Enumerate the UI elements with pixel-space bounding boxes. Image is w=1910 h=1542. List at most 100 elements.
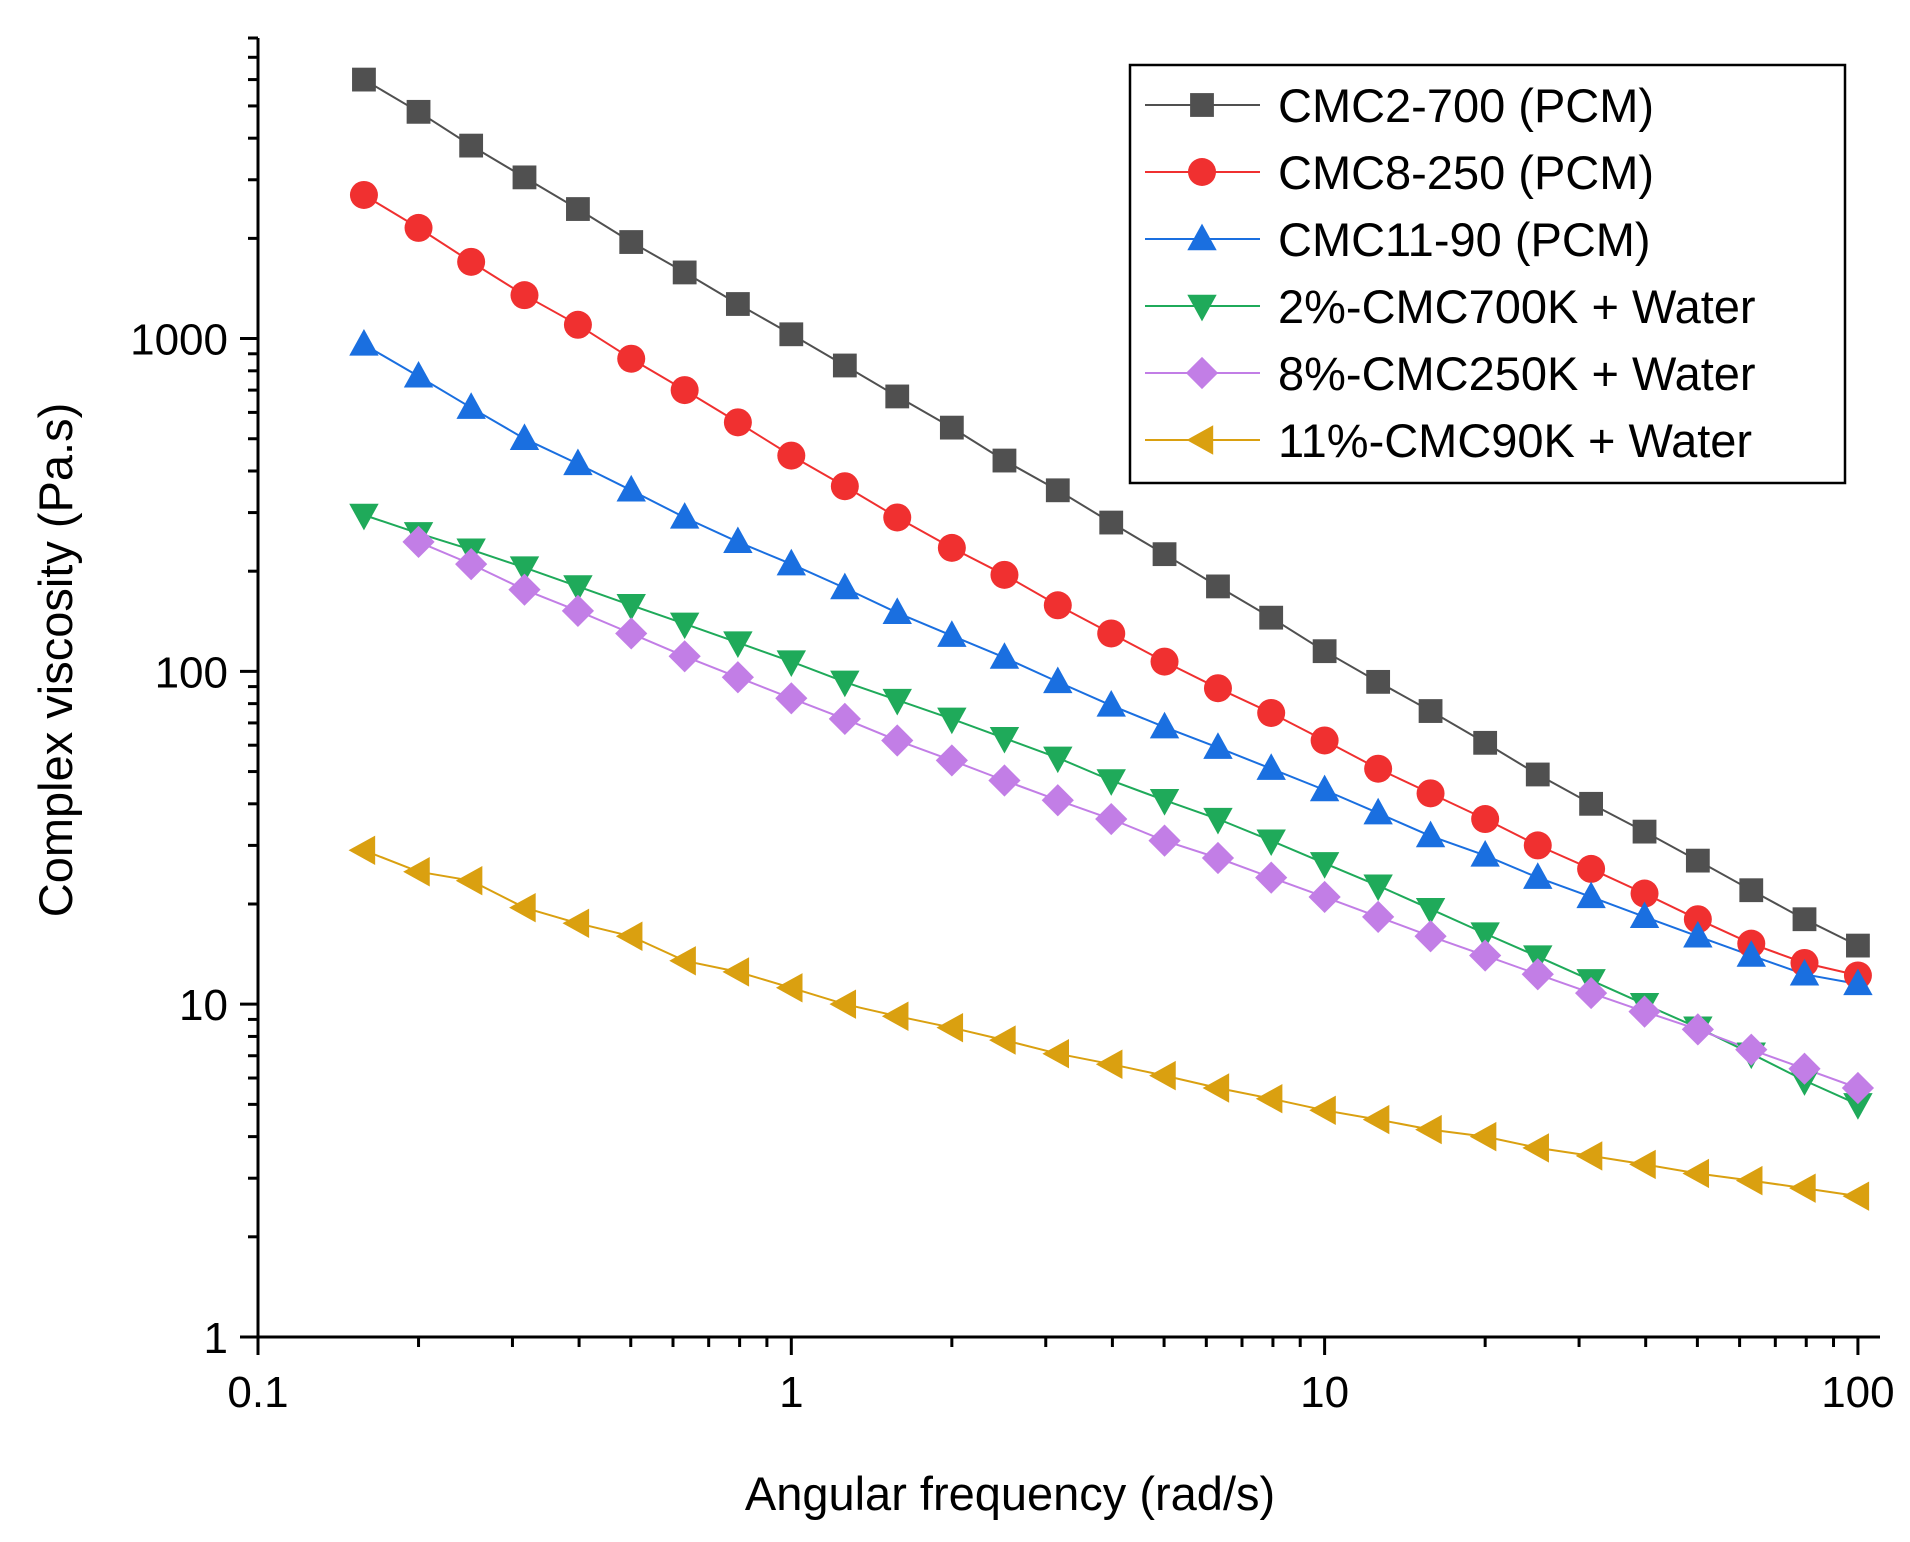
data-point: [457, 247, 486, 276]
data-point: [1685, 848, 1710, 873]
data-point: [562, 908, 590, 939]
data-point: [881, 1001, 909, 1031]
data-point: [937, 533, 966, 562]
data-point: [1041, 784, 1074, 817]
data-point: [1043, 746, 1073, 774]
data-point: [830, 472, 859, 501]
data-point: [349, 503, 379, 531]
x-tick-label: 100: [1821, 1368, 1894, 1417]
y-tick-label: 1000: [130, 316, 228, 365]
data-point: [563, 575, 593, 602]
data-point: [1363, 797, 1393, 825]
data-point: [510, 281, 539, 310]
y-axis-title: Complex viscosity (Pa.s): [29, 403, 82, 918]
data-point: [1149, 711, 1180, 739]
data-point: [1683, 905, 1712, 934]
legend-label: CMC8-250 (PCM): [1278, 146, 1654, 199]
data-point: [722, 957, 750, 987]
data-point: [508, 573, 541, 606]
data-point: [1629, 1149, 1656, 1180]
data-point: [992, 448, 1017, 473]
data-point: [1312, 639, 1337, 664]
axes: 0.1 1 10 100 1 10 100 1000: [130, 36, 1895, 1417]
data-point: [1415, 820, 1446, 848]
data-point: [1152, 542, 1177, 567]
data-point: [1096, 769, 1126, 796]
data-point: [1681, 1013, 1714, 1046]
data-point: [1309, 1095, 1336, 1125]
data-point: [832, 353, 857, 378]
data-point: [1789, 1173, 1816, 1203]
data-point: [1577, 854, 1606, 883]
data-point: [989, 642, 1020, 669]
data-point: [1201, 841, 1235, 875]
data-point: [1789, 958, 1820, 986]
data-point: [1843, 968, 1873, 996]
data-point: [1470, 839, 1500, 867]
data-point: [1203, 674, 1232, 703]
data-point: [1202, 1073, 1230, 1103]
data-point: [1522, 1133, 1549, 1163]
data-point: [1632, 819, 1657, 844]
data-point: [1308, 880, 1341, 914]
data-point: [1415, 1114, 1442, 1145]
data-point: [1788, 1052, 1821, 1085]
data-point: [349, 180, 378, 209]
data-point: [1362, 1104, 1390, 1135]
data-point: [1736, 940, 1766, 967]
legend-marker: [1187, 223, 1217, 251]
data-point: [455, 548, 488, 581]
data-point: [566, 197, 590, 221]
data-point: [617, 344, 646, 373]
data-point: [1095, 802, 1128, 836]
legend-label: CMC2-700 (PCM): [1278, 79, 1654, 132]
legend-marker: [1185, 356, 1219, 390]
data-point: [882, 597, 912, 624]
data-point: [1683, 920, 1713, 948]
data-point: [509, 556, 540, 584]
data-point: [1150, 647, 1179, 676]
data-point: [1471, 805, 1500, 834]
data-point: [1469, 939, 1502, 972]
data-point: [509, 423, 540, 450]
data-point: [989, 726, 1020, 754]
data-point: [776, 548, 807, 576]
data-point: [1792, 907, 1817, 932]
data-point: [1042, 1038, 1069, 1069]
data-point: [1843, 1093, 1873, 1120]
data-point: [1415, 897, 1446, 925]
data-point: [670, 376, 699, 405]
y-tick-label: 100: [155, 648, 228, 697]
data-point: [1470, 922, 1500, 949]
data-point: [723, 526, 753, 554]
data-point: [1309, 774, 1340, 802]
data-point: [669, 612, 700, 640]
data-point: [1310, 726, 1339, 755]
data-point: [1521, 958, 1554, 991]
data-point: [1842, 1181, 1870, 1211]
legend-marker: [1187, 294, 1217, 322]
data-point: [881, 724, 914, 757]
data-point: [721, 661, 754, 694]
data-point: [989, 1025, 1016, 1055]
data-point: [1097, 619, 1126, 648]
data-point: [669, 946, 696, 976]
data-point: [828, 702, 861, 735]
y-tick-label: 1: [204, 1314, 228, 1363]
data-point: [990, 560, 1019, 589]
data-point: [1469, 1121, 1497, 1152]
data-point: [775, 973, 803, 1003]
legend-label: 8%-CMC250K + Water: [1278, 347, 1756, 400]
data-point: [348, 835, 376, 865]
data-point: [616, 474, 646, 502]
data-point: [1362, 900, 1395, 933]
data-point: [406, 99, 431, 124]
data-point: [1255, 1084, 1283, 1114]
data-point: [668, 640, 701, 673]
data-point: [1735, 1033, 1768, 1066]
data-point: [404, 213, 433, 242]
data-point: [1682, 1158, 1710, 1189]
data-point: [1149, 1060, 1176, 1091]
data-point: [936, 1012, 964, 1043]
